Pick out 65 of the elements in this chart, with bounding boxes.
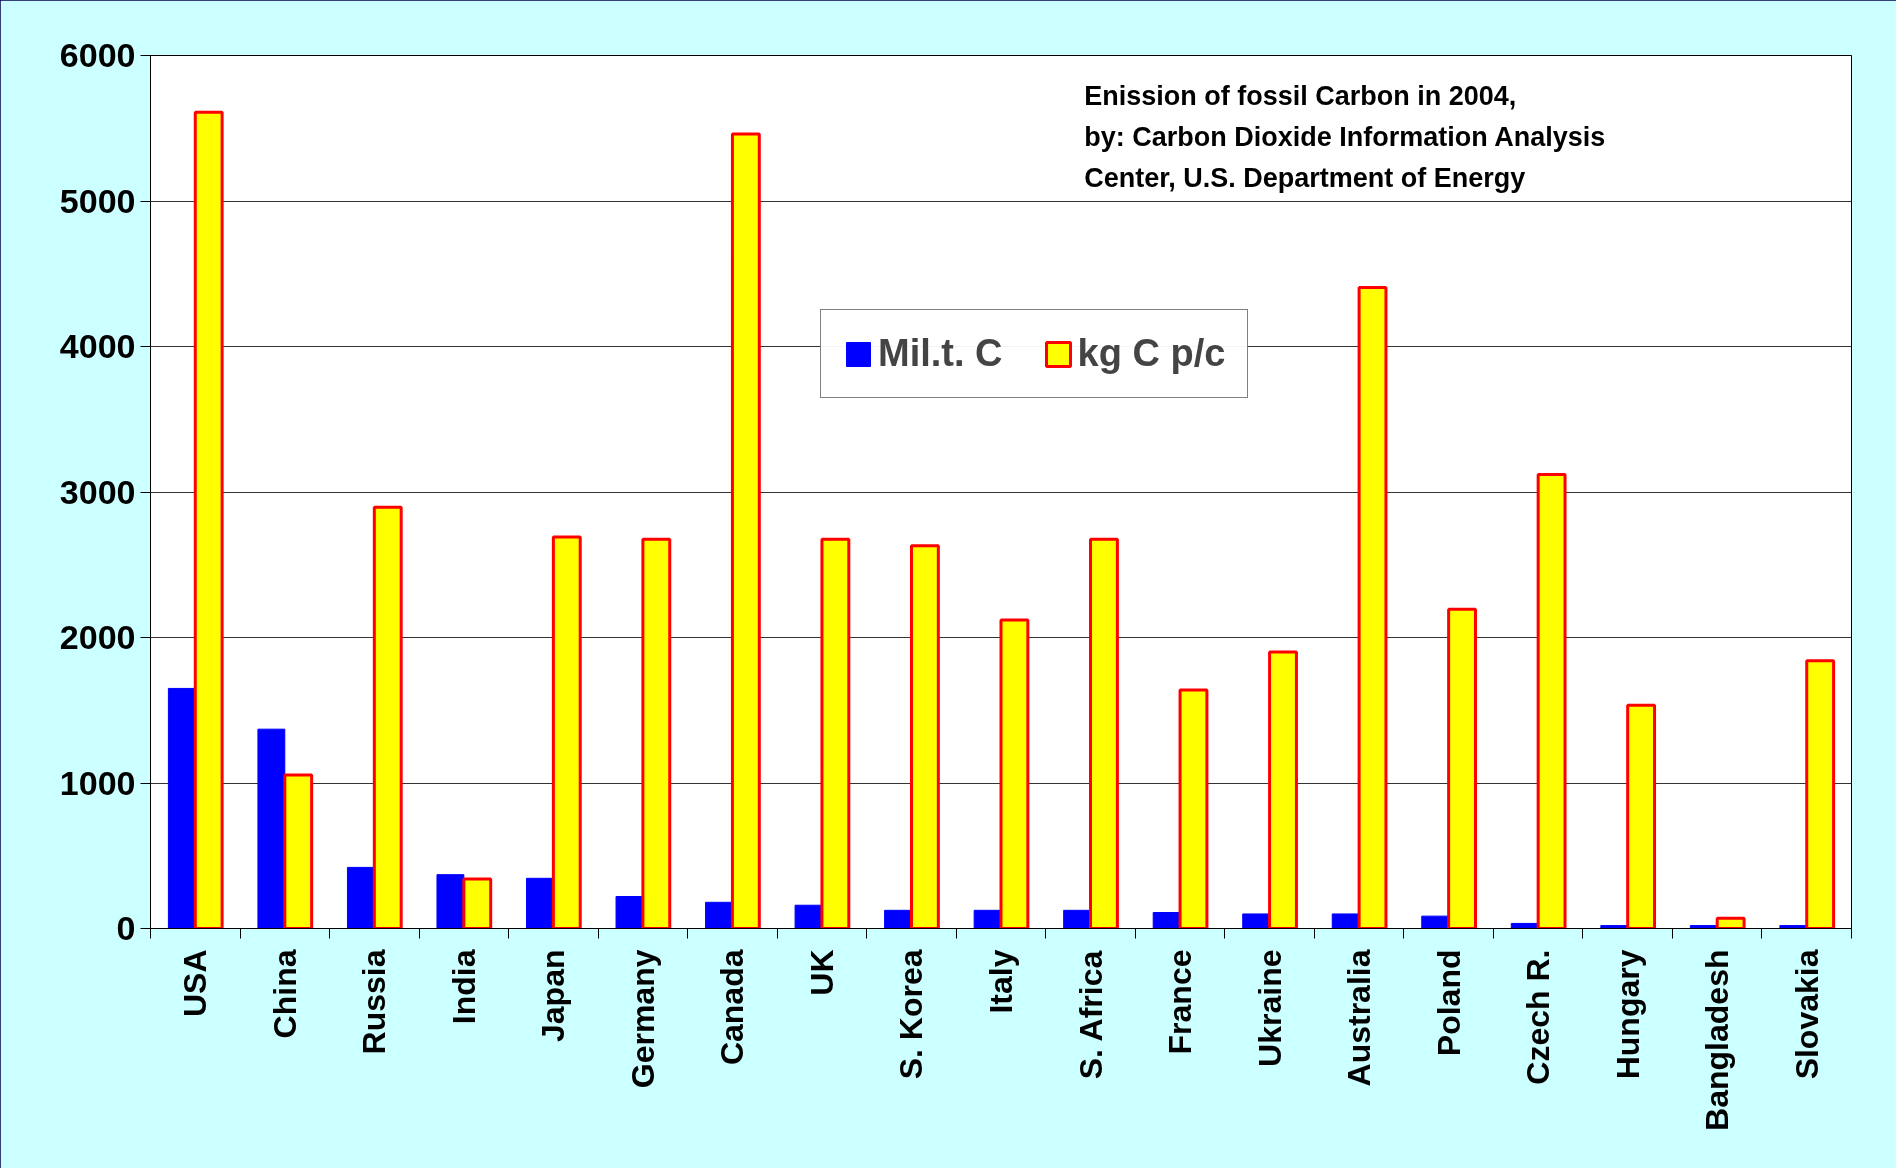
bar <box>973 909 1002 929</box>
bar <box>1268 650 1298 929</box>
y-tick-label: 2000 <box>59 618 136 656</box>
bar <box>1626 703 1657 929</box>
bar <box>551 535 582 929</box>
bar <box>283 773 314 929</box>
x-tick-label: Germany <box>624 949 661 1089</box>
bar <box>1152 911 1181 929</box>
bar <box>615 895 644 929</box>
bar <box>1063 909 1092 929</box>
bar <box>1089 537 1119 929</box>
bar <box>1536 473 1567 929</box>
x-tick-label: India <box>445 949 482 1025</box>
bar <box>167 687 196 929</box>
x-tick-label: Czech R. <box>1520 949 1557 1085</box>
bar <box>1805 659 1836 929</box>
y-tick-label: 4000 <box>59 327 136 365</box>
bar <box>436 874 465 929</box>
bar <box>462 877 493 929</box>
x-tick-label: Italy <box>983 949 1019 1014</box>
legend-label: kg C p/c <box>1077 332 1226 375</box>
x-tick-label: S. Korea <box>893 949 930 1080</box>
bar <box>730 132 761 929</box>
x-tick-label: Hungary <box>1609 949 1646 1080</box>
bar <box>1242 913 1271 929</box>
bar <box>820 537 851 929</box>
bar <box>1421 915 1450 929</box>
x-tick-label: France <box>1162 949 1199 1055</box>
bar <box>794 904 823 929</box>
bar <box>1331 913 1360 929</box>
y-tick-label: 5000 <box>59 181 136 220</box>
x-tick-label: Australia <box>1341 949 1378 1087</box>
x-tick-label: Canada <box>714 949 751 1066</box>
bar <box>1178 688 1209 929</box>
annotation: Enission of fossil Carbon in 2004, <box>1084 81 1517 112</box>
x-tick-label: S. Africa <box>1072 950 1109 1080</box>
x-tick-label: Bangladesh <box>1699 949 1736 1131</box>
bar <box>1715 916 1746 929</box>
x-tick-label: UK <box>803 949 840 996</box>
bar <box>909 544 940 929</box>
legend-label: Mil.t. C <box>878 332 1003 375</box>
annotation: Center, U.S. Department of Energy <box>1084 162 1526 193</box>
bar <box>884 909 912 929</box>
x-tick-label: Ukraine <box>1251 949 1288 1067</box>
x-tick-label: Russia <box>356 949 393 1055</box>
x-tick-label: China <box>266 949 303 1039</box>
bar <box>641 537 672 929</box>
bar <box>999 618 1030 929</box>
y-tick-label: 3000 <box>59 472 136 511</box>
y-tick-label: 0 <box>116 909 136 947</box>
bar <box>1447 607 1477 929</box>
bar <box>372 505 403 929</box>
bar <box>526 877 554 929</box>
x-tick-label: Japan <box>535 949 572 1042</box>
x-tick-label: USA <box>177 949 214 1018</box>
y-tick-label: 1000 <box>59 763 136 802</box>
x-tick-label: Slovakia <box>1788 949 1825 1080</box>
bar <box>193 110 224 929</box>
bar <box>346 866 375 929</box>
annotation: by: Carbon Dioxide Information Analysis <box>1084 121 1606 152</box>
bar <box>705 901 733 929</box>
bar <box>257 728 286 929</box>
bar <box>1357 286 1388 929</box>
y-tick-label: 6000 <box>59 36 136 74</box>
x-tick-label: Poland <box>1430 949 1467 1057</box>
